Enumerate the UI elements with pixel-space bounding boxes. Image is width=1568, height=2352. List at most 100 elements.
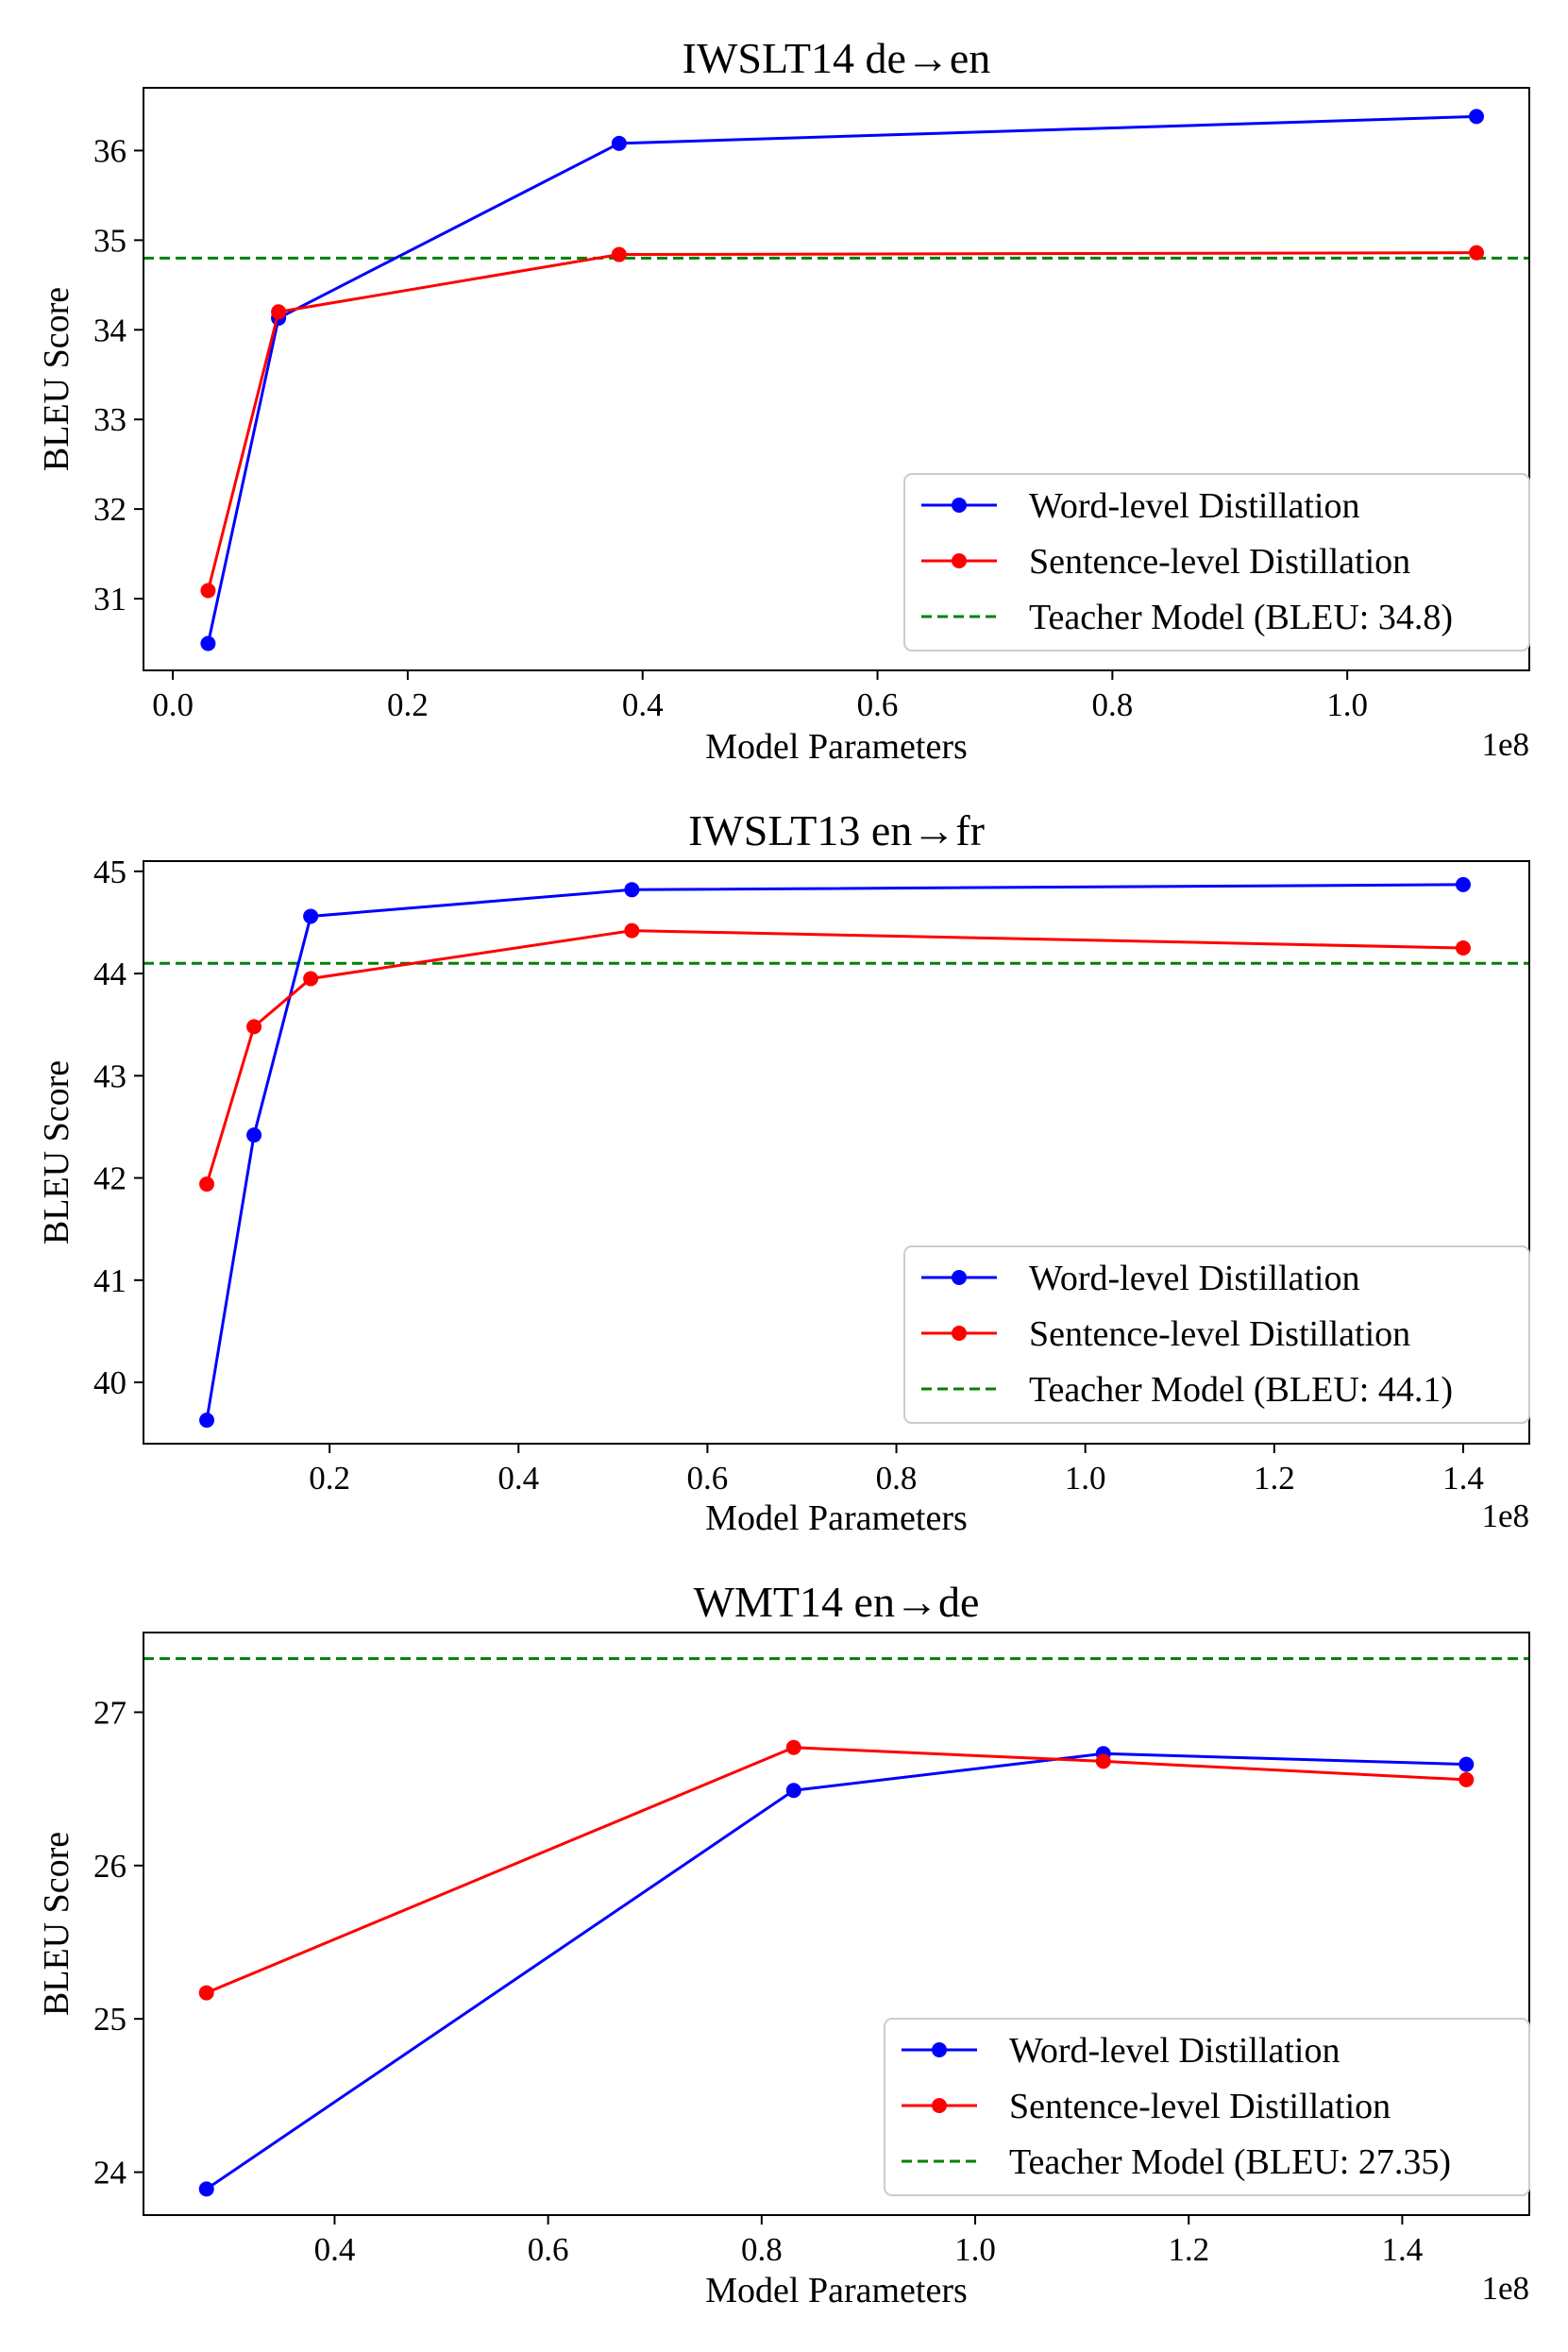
data-point xyxy=(1469,109,1485,125)
y-tick-label: 42 xyxy=(93,1160,126,1197)
plot-frame xyxy=(143,1632,1530,2216)
y-tick-label: 40 xyxy=(93,1364,126,1401)
chart-title: IWSLT13 en→fr xyxy=(688,806,985,855)
plot-frame xyxy=(143,860,1530,1445)
data-point xyxy=(200,635,216,651)
x-tick-label: 0.2 xyxy=(309,1460,350,1497)
chart-panel-2: IWSLT13 en→fr 0.2 0.4 0.6 0.8 1.0 1.2 1.4 40 41 42… xyxy=(37,806,1530,1538)
data-point xyxy=(246,1127,262,1143)
x-tick-label: 1.4 xyxy=(1382,2231,1424,2268)
y-tick-label: 36 xyxy=(93,132,126,169)
data-point xyxy=(200,583,216,599)
legend-label: Sentence-level Distillation xyxy=(1029,542,1410,582)
data-point xyxy=(611,135,627,151)
legend-marker xyxy=(952,498,967,513)
legend-marker xyxy=(932,2042,947,2057)
legend-label: Sentence-level Distillation xyxy=(1029,1314,1410,1354)
legend: Word-level Distillation Sentence-level Di… xyxy=(903,473,1530,651)
series-line-sentence-level xyxy=(205,929,1463,1185)
y-tick-label: 41 xyxy=(93,1262,126,1299)
data-point xyxy=(199,1413,215,1429)
chart-panel-3: WMT14 en→de 0.4 0.6 0.8 1.0 1.2 1.4 24 25 26 27 Mod… xyxy=(37,1578,1530,2310)
chart-title: WMT14 en→de xyxy=(694,1578,980,1626)
x-tick-label: 0.4 xyxy=(622,686,664,723)
x-tick-label: 0.8 xyxy=(741,2231,783,2268)
legend: Word-level Distillation Sentence-level Di… xyxy=(884,2018,1530,2196)
x-tick-label: 0.6 xyxy=(687,1460,729,1497)
data-point xyxy=(785,1739,801,1755)
legend-label: Teacher Model (BLEU: 44.1) xyxy=(1029,1370,1453,1410)
y-tick-label: 34 xyxy=(93,312,126,348)
legend-box xyxy=(903,1245,1530,1424)
y-tick-label: 25 xyxy=(93,2001,126,2038)
data-point xyxy=(1455,940,1471,956)
legend-label: Word-level Distillation xyxy=(1029,486,1359,526)
x-tick-label: 1.2 xyxy=(1168,2231,1209,2268)
data-point xyxy=(1458,1756,1475,1772)
x-axis-offset-label: 1e8 xyxy=(1481,1497,1529,1534)
x-tick-label: 1.2 xyxy=(1254,1460,1295,1497)
data-point xyxy=(1469,245,1485,261)
legend: Word-level Distillation Sentence-level Di… xyxy=(903,1245,1530,1424)
legend-marker xyxy=(952,1326,967,1341)
y-tick-label: 35 xyxy=(93,222,126,259)
legend-marker xyxy=(952,1270,967,1285)
data-point xyxy=(624,882,640,898)
x-tick-label: 0.6 xyxy=(528,2231,569,2268)
x-axis-label: Model Parameters xyxy=(705,2271,968,2310)
x-tick-label: 0.4 xyxy=(314,2231,356,2268)
x-tick-label: 1.4 xyxy=(1442,1460,1484,1497)
x-axis-label: Model Parameters xyxy=(705,727,968,767)
y-tick-label: 33 xyxy=(93,401,126,438)
y-tick-label: 45 xyxy=(93,854,126,890)
series-line-word-level xyxy=(206,114,1477,644)
x-tick-label: 0.8 xyxy=(1091,686,1133,723)
y-tick-label: 44 xyxy=(93,956,126,992)
data-point xyxy=(1095,1753,1111,1769)
data-point xyxy=(624,922,640,939)
data-point xyxy=(198,2181,214,2197)
data-point xyxy=(198,1985,214,2001)
data-point xyxy=(246,1019,262,1035)
y-axis-label: BLEU Score xyxy=(37,287,76,471)
y-tick-label: 32 xyxy=(93,491,126,528)
data-point xyxy=(303,971,319,987)
chart-title: IWSLT14 de→en xyxy=(683,34,991,82)
x-tick-label: 0.0 xyxy=(152,686,194,723)
y-tick-label: 24 xyxy=(93,2155,126,2191)
y-tick-label: 43 xyxy=(93,1058,126,1094)
x-tick-label: 1.0 xyxy=(1326,686,1368,723)
data-point xyxy=(199,1176,215,1193)
legend-label: Sentence-level Distillation xyxy=(1009,2087,1391,2126)
x-tick-label: 1.0 xyxy=(1065,1460,1106,1497)
x-tick-label: 1.0 xyxy=(954,2231,996,2268)
y-tick-label: 27 xyxy=(93,1694,126,1731)
data-point xyxy=(785,1783,801,1799)
x-axis-offset-label: 1e8 xyxy=(1481,2270,1529,2307)
y-axis-label: BLEU Score xyxy=(37,1832,76,2016)
legend-label: Word-level Distillation xyxy=(1009,2031,1340,2071)
legend-marker xyxy=(932,2098,947,2113)
series-line-sentence-level xyxy=(206,1746,1467,1994)
y-tick-label: 31 xyxy=(93,581,126,618)
x-tick-label: 0.2 xyxy=(387,686,429,723)
legend-label: Word-level Distillation xyxy=(1029,1259,1359,1298)
data-point xyxy=(271,304,287,320)
legend-box xyxy=(884,2018,1530,2196)
x-tick-label: 0.4 xyxy=(497,1460,539,1497)
data-point xyxy=(1455,876,1471,892)
y-tick-label: 26 xyxy=(93,1848,126,1885)
legend-marker xyxy=(952,553,967,568)
series-line-sentence-level xyxy=(206,251,1477,591)
chart-panel-1: IWSLT14 de→en 0.0 0.2 0.4 0.6 0.8 1.0 31 32 33 34 3… xyxy=(37,34,1530,767)
legend-label: Teacher Model (BLEU: 34.8) xyxy=(1029,598,1453,637)
series-line-word-level xyxy=(205,1751,1467,2191)
x-axis-offset-label: 1e8 xyxy=(1481,726,1529,763)
x-tick-label: 0.6 xyxy=(857,686,899,723)
y-axis-label: BLEU Score xyxy=(37,1060,76,1244)
legend-label: Teacher Model (BLEU: 27.35) xyxy=(1009,2142,1451,2182)
plot-frame xyxy=(143,87,1530,671)
x-tick-label: 0.8 xyxy=(876,1460,918,1497)
data-point xyxy=(303,908,319,924)
